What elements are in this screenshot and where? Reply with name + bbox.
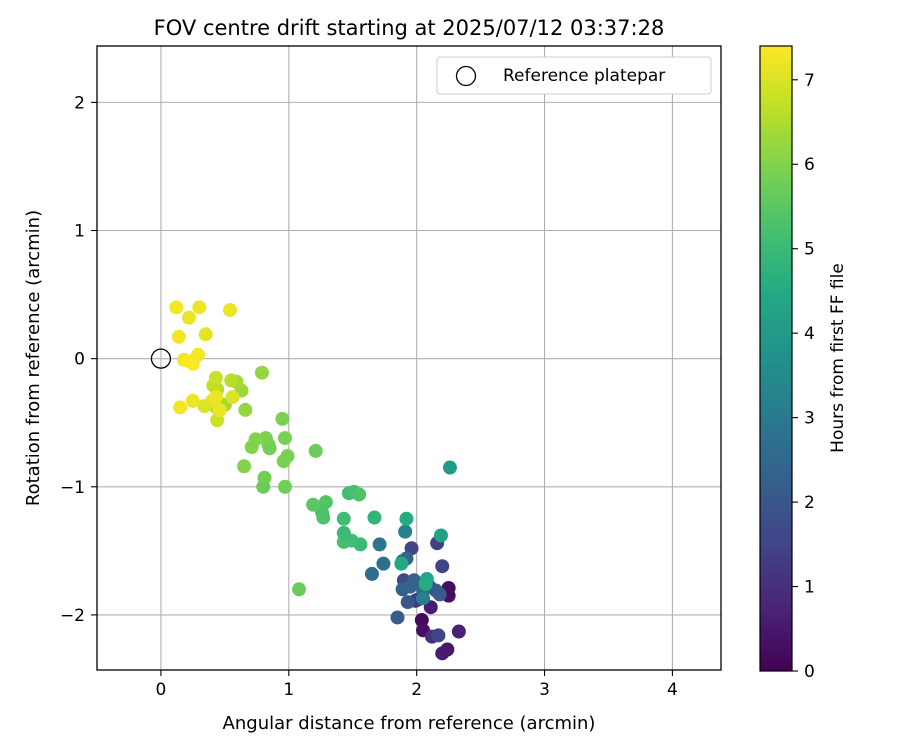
colorbar-tick-label: 5 xyxy=(804,240,815,260)
scatter-point xyxy=(398,524,413,539)
scatter-point xyxy=(390,610,405,625)
y-tick-label: 1 xyxy=(74,222,85,242)
colorbar-tick-label: 4 xyxy=(804,324,815,344)
scatter-point xyxy=(173,400,188,415)
x-tick-label: 0 xyxy=(156,680,167,700)
scatter-point xyxy=(336,525,351,540)
scatter-point xyxy=(208,370,223,385)
colorbar-tick-label: 3 xyxy=(804,409,815,429)
scatter-point xyxy=(275,411,290,426)
x-tick-label: 2 xyxy=(411,680,422,700)
scatter-point xyxy=(432,587,447,602)
colorbar: 0 1 2 3 4 5 6 7 Hours from first FF file xyxy=(759,45,848,682)
scatter-point xyxy=(451,624,466,639)
plot-frame xyxy=(96,45,722,671)
scatter-point xyxy=(394,556,409,571)
scatter-point xyxy=(192,300,207,315)
y-axis-ticks: −2 −1 0 1 2 xyxy=(60,93,97,626)
scatter-point xyxy=(169,300,184,315)
legend-entry-label: Reference platepar xyxy=(503,66,665,86)
legend-box xyxy=(436,56,712,95)
reference-marker-group xyxy=(150,348,172,369)
scatter-point xyxy=(254,365,269,380)
scatter-point xyxy=(208,390,223,405)
scatter-point xyxy=(262,441,277,456)
grid-lines xyxy=(97,46,721,670)
y-tick-label: 2 xyxy=(74,93,85,113)
colorbar-tick-label: 2 xyxy=(804,493,815,513)
y-tick-label: −2 xyxy=(60,606,85,626)
scatter-point xyxy=(182,310,197,325)
scatter-point xyxy=(431,628,446,643)
scatter-point xyxy=(277,431,292,446)
colorbar-label: Hours from first FF file xyxy=(828,263,848,453)
scatter-point xyxy=(376,556,391,571)
scatter-point xyxy=(367,510,382,525)
x-tick-label: 3 xyxy=(539,680,550,700)
scatter-point xyxy=(237,459,252,474)
scatter-point xyxy=(442,460,457,475)
scatter-point xyxy=(440,642,455,657)
colorbar-ticks: 0 1 2 3 4 5 6 7 xyxy=(792,71,815,682)
data-points xyxy=(169,300,466,661)
scatter-point xyxy=(416,591,431,606)
scatter-point xyxy=(399,511,414,526)
reference-platepar-marker xyxy=(150,348,172,369)
scatter-point xyxy=(292,582,307,597)
scatter-point xyxy=(212,402,227,417)
scatter-point xyxy=(191,347,206,362)
scatter-point xyxy=(224,373,239,388)
x-tick-label: 1 xyxy=(283,680,294,700)
scatter-point xyxy=(418,577,433,592)
scatter-point xyxy=(280,449,295,464)
scatter-point xyxy=(435,559,450,574)
scatter-point xyxy=(257,470,272,485)
scatter-point xyxy=(306,497,321,512)
scatter-point xyxy=(400,595,415,610)
scatter-point xyxy=(372,537,387,552)
scatter-point xyxy=(225,390,240,405)
colorbar-gradient xyxy=(759,45,793,672)
scatter-point xyxy=(414,613,429,628)
scatter-point xyxy=(238,402,253,417)
scatter-point xyxy=(352,487,367,502)
y-tick-label: 0 xyxy=(74,350,85,370)
scatter-point xyxy=(171,329,186,344)
y-axis-label: Rotation from reference (arcmin) xyxy=(23,210,44,506)
scatter-point xyxy=(185,393,200,408)
scatter-point xyxy=(407,573,422,588)
scatter-point xyxy=(316,510,331,525)
scatter-point xyxy=(198,327,213,342)
legend-reference-marker-icon xyxy=(455,65,477,87)
scatter-point xyxy=(433,528,448,543)
colorbar-tick-label: 7 xyxy=(804,71,815,91)
x-tick-label: 4 xyxy=(667,680,678,700)
scatter-point xyxy=(364,566,379,581)
x-axis-ticks: 0 1 2 3 4 xyxy=(156,670,678,700)
colorbar-tick-label: 0 xyxy=(804,662,815,682)
chart-title: FOV centre drift starting at 2025/07/12 … xyxy=(154,16,665,40)
colorbar-tick-label: 1 xyxy=(804,578,815,598)
scatter-point xyxy=(277,479,292,494)
legend: Reference platepar xyxy=(436,56,712,95)
colorbar-tick-label: 6 xyxy=(804,155,815,175)
scatter-point xyxy=(308,443,323,458)
scatter-point xyxy=(222,302,237,317)
x-axis-label: Angular distance from reference (arcmin) xyxy=(223,713,596,734)
scatter-point xyxy=(336,511,351,526)
scatter-point xyxy=(244,440,259,455)
y-tick-label: −1 xyxy=(60,478,85,498)
